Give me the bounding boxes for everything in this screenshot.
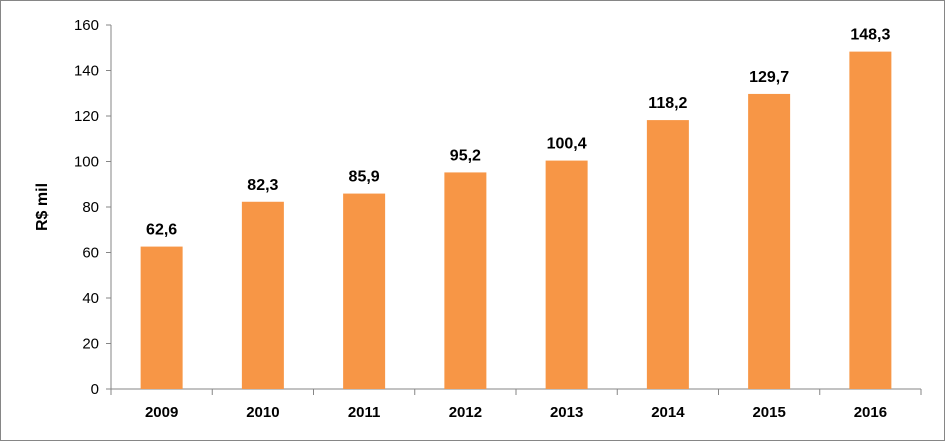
bar-2012 [444,172,487,389]
data-label-2011: 85,9 [349,169,380,186]
x-tick-label-2009: 2009 [145,404,178,421]
data-label-2009: 62,6 [146,222,177,239]
bars: 62,6 82,3 85,9 95,2 100,4 118,2 129,7 148,3 [140,27,892,390]
x-tick-label-2016: 2016 [854,404,887,421]
bar-2016 [849,51,892,390]
y-tick-label: 120 [74,108,99,125]
y-ticks: 0 20 40 60 80 100 120 140 160 [74,17,111,398]
y-tick-label: 80 [82,199,99,216]
bar-2011 [343,193,386,389]
y-axis-title: R$ mil [34,183,51,231]
y-tick-label: 40 [82,290,99,307]
bar-2014 [646,120,689,389]
x-tick-label-2015: 2015 [752,404,785,421]
y-tick-label: 60 [82,245,99,262]
bar-2013 [545,160,588,389]
x-tick-label-2013: 2013 [550,404,583,421]
bar-2009 [140,246,183,389]
x-tick-label-2012: 2012 [449,404,482,421]
y-tick-label: 100 [74,154,99,171]
data-label-2010: 82,3 [247,177,278,194]
data-label-2014: 118,2 [648,95,687,112]
data-label-2012: 95,2 [450,147,481,164]
x-tick-label-2011: 2011 [348,404,381,421]
data-label-2013: 100,4 [547,136,587,153]
x-ticks: 2009 2010 2011 2012 2013 2014 2015 2016 [110,389,922,421]
bar-2010 [241,201,284,389]
y-axis-title-group: R$ mil [34,183,51,231]
y-tick-label: 140 [74,63,99,80]
x-tick-label-2014: 2014 [651,404,685,421]
x-tick-label-2010: 2010 [246,404,279,421]
y-tick-label: 20 [82,336,99,353]
y-tick-label: 160 [74,17,99,34]
y-tick-label: 0 [91,381,99,398]
data-label-2015: 129,7 [749,69,789,86]
axes [110,25,921,390]
bar-2015 [748,93,791,390]
data-label-2016: 148,3 [850,27,890,44]
